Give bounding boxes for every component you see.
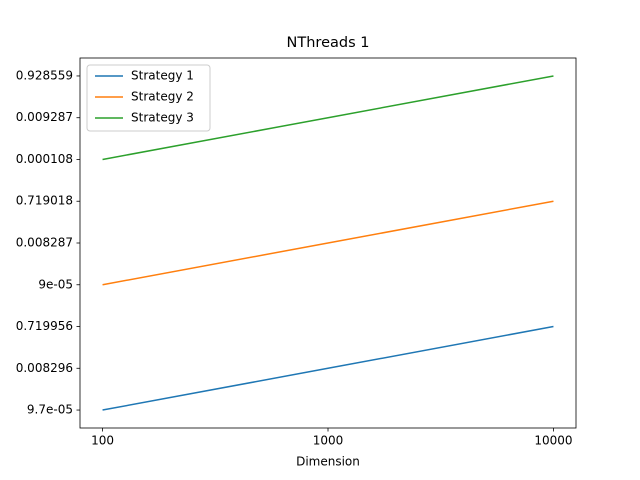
chart-title: NThreads 1 [287, 35, 370, 51]
legend-box [86, 64, 211, 132]
series-line [102, 200, 554, 286]
x-axis-label: Dimension [296, 455, 360, 469]
legend-label: Strategy 2 [131, 90, 194, 104]
x-tick-label: 1000 [313, 434, 344, 448]
y-tick-label: 0.009287 [16, 110, 73, 124]
x-tick-label: 10000 [534, 434, 572, 448]
x-tick-label: 100 [91, 434, 114, 448]
y-tick-label: 0.000108 [16, 152, 73, 166]
legend: Strategy 1 Strategy 2 Strategy 3 [86, 64, 211, 132]
series-line [102, 75, 554, 161]
y-tick-label: 0.008287 [16, 236, 73, 250]
y-tick-label: 0.008296 [16, 361, 73, 375]
y-tick-label: 0.928559 [16, 68, 73, 82]
legend-label: Strategy 3 [131, 111, 194, 125]
legend-label: Strategy 1 [131, 69, 194, 83]
series-line [102, 325, 554, 411]
y-tick-label: 9.7e-05 [27, 403, 73, 417]
y-tick-label: 0.719956 [16, 319, 73, 333]
y-tick-label: 9e-05 [38, 277, 73, 291]
y-tick-label: 0.719018 [16, 194, 73, 208]
